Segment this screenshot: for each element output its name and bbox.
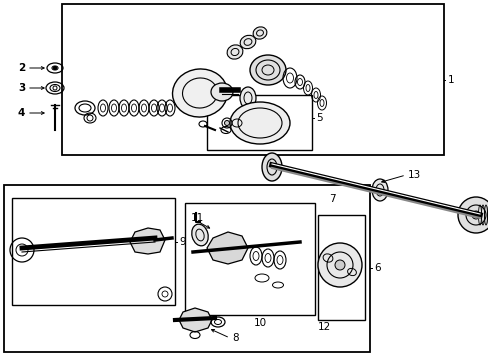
Ellipse shape [240,35,255,49]
Ellipse shape [172,69,227,117]
Ellipse shape [262,153,282,181]
Circle shape [457,197,488,233]
Bar [317,215,364,320]
Text: 5: 5 [315,113,322,123]
Text: 2: 2 [18,63,25,73]
Polygon shape [179,308,212,332]
Ellipse shape [210,83,232,101]
Text: 9: 9 [179,237,185,247]
Circle shape [224,121,229,126]
Text: 3: 3 [18,83,25,93]
Polygon shape [206,232,247,264]
Text: 13: 13 [407,170,420,180]
Text: 1: 1 [447,75,454,85]
Bar [184,203,314,315]
Bar [12,198,175,305]
Bar [206,95,311,150]
Text: 7: 7 [328,194,335,204]
Text: 4: 4 [18,108,25,118]
Circle shape [53,67,57,69]
Bar [62,4,443,155]
Text: 8: 8 [231,333,238,343]
Ellipse shape [253,27,266,39]
Circle shape [317,243,361,287]
Ellipse shape [226,45,243,59]
Ellipse shape [371,179,387,201]
Bar [4,185,369,352]
Text: 11: 11 [190,213,203,223]
Polygon shape [130,228,164,254]
Circle shape [334,260,345,270]
Text: 6: 6 [373,263,380,273]
Ellipse shape [229,102,289,144]
Ellipse shape [191,224,208,246]
Text: 12: 12 [317,322,330,332]
Ellipse shape [249,55,285,85]
Circle shape [471,211,479,219]
Text: 10: 10 [253,318,266,328]
Ellipse shape [240,87,256,109]
